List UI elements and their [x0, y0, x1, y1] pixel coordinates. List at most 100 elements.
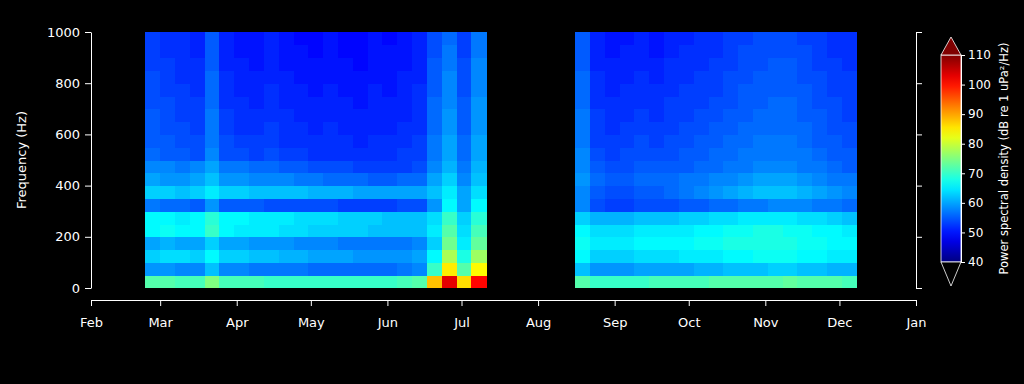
cell — [679, 250, 694, 263]
cell — [723, 70, 738, 83]
cell — [190, 134, 205, 147]
cell — [323, 237, 338, 250]
cell — [723, 275, 738, 288]
cell — [664, 198, 679, 211]
cell — [219, 275, 234, 288]
cell — [768, 96, 783, 109]
cell — [442, 58, 457, 71]
cell — [575, 237, 590, 250]
cell — [205, 96, 220, 109]
cell — [783, 211, 798, 224]
cell — [842, 58, 857, 71]
cell — [649, 109, 664, 122]
cell — [382, 173, 397, 186]
cell — [634, 109, 649, 122]
tick: Dec — [827, 300, 852, 330]
cell — [397, 224, 412, 237]
cell — [205, 250, 220, 263]
cell — [264, 211, 279, 224]
cell — [412, 70, 427, 83]
cell — [471, 58, 486, 71]
cell — [427, 83, 442, 96]
cell — [442, 96, 457, 109]
cell — [738, 160, 753, 173]
cell — [694, 250, 709, 263]
cell — [783, 70, 798, 83]
cell — [679, 32, 694, 45]
tick: 90 — [961, 107, 983, 121]
cell — [308, 109, 323, 122]
cell — [783, 275, 798, 288]
cell — [827, 45, 842, 58]
cell — [234, 58, 249, 71]
cell — [160, 83, 175, 96]
cell — [605, 122, 620, 135]
cell — [234, 237, 249, 250]
tick-mark — [462, 300, 463, 306]
cell — [219, 147, 234, 160]
cell — [709, 134, 724, 147]
cell — [353, 109, 368, 122]
cell — [338, 186, 353, 199]
cell — [279, 134, 294, 147]
cell — [279, 147, 294, 160]
tick-label: 400 — [55, 178, 80, 193]
cell — [323, 45, 338, 58]
cell — [219, 122, 234, 135]
cell — [442, 70, 457, 83]
cell — [634, 45, 649, 58]
cell — [234, 211, 249, 224]
cell — [294, 224, 309, 237]
cell — [457, 58, 472, 71]
cell — [294, 45, 309, 58]
cell — [812, 45, 827, 58]
cell — [590, 122, 605, 135]
cell — [457, 134, 472, 147]
cell — [264, 275, 279, 288]
cell — [753, 224, 768, 237]
cell — [338, 211, 353, 224]
cell — [353, 83, 368, 96]
cell — [634, 96, 649, 109]
cell — [590, 96, 605, 109]
cell — [219, 83, 234, 96]
cell — [382, 262, 397, 275]
cell — [412, 96, 427, 109]
cell — [219, 262, 234, 275]
cell — [634, 134, 649, 147]
tick-label: 70 — [968, 167, 983, 181]
cell — [457, 122, 472, 135]
cell — [827, 83, 842, 96]
cell — [457, 237, 472, 250]
cell — [797, 275, 812, 288]
cell — [783, 186, 798, 199]
cell — [412, 32, 427, 45]
cell — [427, 96, 442, 109]
cell — [368, 250, 383, 263]
cell — [279, 70, 294, 83]
cell — [368, 211, 383, 224]
cell — [620, 96, 635, 109]
cell — [590, 70, 605, 83]
cell — [382, 109, 397, 122]
cell — [471, 250, 486, 263]
cell — [338, 70, 353, 83]
cell — [190, 83, 205, 96]
cell — [634, 250, 649, 263]
cell — [783, 58, 798, 71]
cell — [190, 211, 205, 224]
cell — [294, 58, 309, 71]
cell — [797, 237, 812, 250]
cell — [590, 173, 605, 186]
cell — [694, 83, 709, 96]
cell — [397, 109, 412, 122]
cell — [842, 198, 857, 211]
cell — [694, 262, 709, 275]
cell — [575, 250, 590, 263]
tick-label: 80 — [968, 137, 983, 151]
cell — [397, 32, 412, 45]
tick: 600 — [55, 127, 91, 142]
cell — [797, 147, 812, 160]
tick-label: 800 — [55, 76, 80, 91]
tick-label: 0 — [72, 281, 80, 296]
